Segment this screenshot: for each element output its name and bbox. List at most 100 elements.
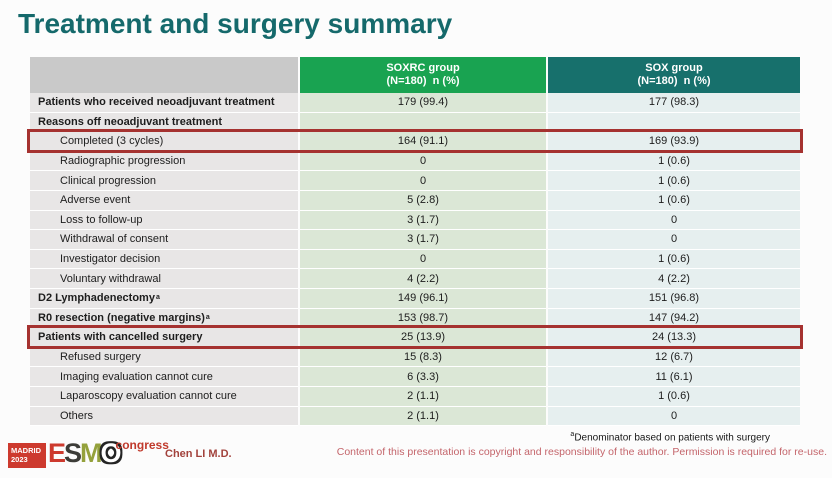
summary-table: SOXRC group (N=180) n (%) SOX group (N=1… [27, 57, 803, 427]
table-row: Loss to follow-up 3 (1.7) 0 [30, 210, 800, 231]
row-label-text: Adverse event [60, 194, 131, 207]
row-label-text: Loss to follow-up [60, 213, 143, 226]
esmo-wordmark: ESMO [48, 438, 122, 468]
row-label: Imaging evaluation cannot cure [30, 367, 298, 387]
row-label-text: Imaging evaluation cannot cure [60, 370, 213, 383]
row-label: Investigator decision [30, 249, 298, 270]
row-value-sox: 1 (0.6) [548, 249, 800, 270]
table-footnote: aDenominator based on patients with surg… [570, 431, 770, 443]
esmo-letter-o: O [100, 438, 122, 468]
row-value-sox: 4 (2.2) [548, 269, 800, 289]
table-row: Others 2 (1.1) 0 [30, 406, 800, 427]
row-label-text: Others [60, 409, 94, 422]
row-value-soxrc: 153 (98.7) [300, 308, 546, 329]
row-value-soxrc: 6 (3.3) [300, 367, 546, 387]
row-label-text: Laparoscopy evaluation cannot cure [60, 390, 237, 403]
row-value-soxrc: 3 (1.7) [300, 210, 546, 231]
copyright-notice: Content of this presentation is copyrigh… [336, 446, 827, 458]
row-value-sox: 151 (96.8) [548, 288, 800, 309]
header-soxrc-name: SOXRC group [386, 62, 460, 74]
row-value-soxrc: 149 (96.1) [300, 288, 546, 309]
row-label: Loss to follow-up [30, 210, 298, 231]
table-row: Withdrawal of consent 3 (1.7) 0 [30, 230, 800, 250]
row-label: Patients with cancelled surgery [30, 328, 298, 348]
row-label-text: Investigator decision [60, 253, 161, 266]
row-label-text: Reasons off neoadjuvant treatment [38, 115, 222, 128]
row-value-soxrc: 0 [300, 171, 546, 191]
table-row: Adverse event 5 (2.8) 1 (0.6) [30, 190, 800, 211]
row-label: Laparoscopy evaluation cannot cure [30, 386, 298, 407]
row-label-text: Clinical progression [60, 174, 156, 187]
table-row: Clinical progression 0 1 (0.6) [30, 171, 800, 191]
row-value-soxrc: 2 (1.1) [300, 386, 546, 407]
esmo-letter-m: M [80, 438, 102, 468]
row-value-sox: 24 (13.3) [548, 328, 800, 348]
row-label: Completed (3 cycles) [30, 132, 298, 152]
table-body: Patients who received neoadjuvant treatm… [27, 93, 803, 427]
row-value-sox: 0 [548, 210, 800, 231]
table-row: Patients who received neoadjuvant treatm… [30, 93, 800, 113]
row-value-soxrc: 15 (8.3) [300, 347, 546, 368]
table-row: Voluntary withdrawal 4 (2.2) 4 (2.2) [30, 269, 800, 289]
row-value-soxrc: 0 [300, 249, 546, 270]
row-value-sox: 11 (6.1) [548, 367, 800, 387]
row-value-soxrc: 179 (99.4) [300, 93, 546, 113]
footnote-text: Denominator based on patients with surge… [574, 432, 770, 444]
row-label-text: Completed (3 cycles) [60, 135, 164, 148]
row-label-text: R0 resection (negative margins) [38, 311, 205, 324]
header-cell-sox-group: SOX group (N=180) n (%) [548, 57, 800, 93]
row-label-text: Patients with cancelled surgery [38, 331, 203, 344]
row-value-soxrc: 164 (91.1) [300, 132, 546, 152]
congress-label: congress [115, 438, 169, 452]
table-row: Completed (3 cycles) 164 (91.1) 169 (93.9) [27, 129, 803, 153]
row-label-text: D2 Lymphadenectomy [38, 292, 155, 305]
row-label: Others [30, 406, 298, 427]
row-label: Adverse event [30, 190, 298, 211]
table-row: Radiographic progression 0 1 (0.6) [30, 151, 800, 172]
row-value-soxrc: 2 (1.1) [300, 406, 546, 427]
row-value-sox: 169 (93.9) [548, 132, 800, 152]
row-value-sox: 147 (94.2) [548, 308, 800, 329]
row-value-sox: 12 (6.7) [548, 347, 800, 368]
esmo-letter-s: S [64, 438, 82, 468]
row-label: Withdrawal of consent [30, 230, 298, 250]
row-value-sox: 0 [548, 230, 800, 250]
madrid-2023-badge: MADRID 2023 [8, 443, 46, 468]
row-value-sox: 0 [548, 406, 800, 427]
table-row: D2 Lymphadenectomy a 149 (96.1) 151 (96.8) [30, 288, 800, 309]
header-sox-sub: (N=180) n (%) [637, 75, 711, 87]
row-label: Reasons off neoadjuvant treatment [30, 112, 298, 133]
table-row: Reasons off neoadjuvant treatment [30, 112, 800, 133]
header-cell-soxrc-group: SOXRC group (N=180) n (%) [300, 57, 546, 93]
row-label-text: Radiographic progression [60, 155, 186, 168]
row-value-sox: 177 (98.3) [548, 93, 800, 113]
row-label-text: Withdrawal of consent [60, 233, 169, 246]
row-value-soxrc: 5 (2.8) [300, 190, 546, 211]
header-sox-name: SOX group [645, 62, 703, 74]
table-row: R0 resection (negative margins) a 153 (98.… [30, 308, 800, 329]
header-cell-empty [30, 57, 298, 93]
page-title: Treatment and surgery summary [18, 8, 453, 39]
table-header-row: SOXRC group (N=180) n (%) SOX group (N=1… [30, 57, 800, 93]
row-label: Radiographic progression [30, 151, 298, 172]
table-row: Patients with cancelled surgery 25 (13.9)… [27, 325, 803, 349]
esmo-logo: MADRID 2023 ESMO congress [8, 438, 173, 469]
row-value-sox [548, 112, 800, 133]
row-label-text: Voluntary withdrawal [60, 272, 161, 285]
row-label: Voluntary withdrawal [30, 269, 298, 289]
row-label: D2 Lymphadenectomy a [30, 288, 298, 309]
row-label: Clinical progression [30, 171, 298, 191]
table-row: Investigator decision 0 1 (0.6) [30, 249, 800, 270]
row-value-soxrc: 0 [300, 151, 546, 172]
row-label-text: Patients who received neoadjuvant treatm… [38, 96, 275, 109]
row-label: Patients who received neoadjuvant treatm… [30, 93, 298, 113]
row-label: R0 resection (negative margins) a [30, 308, 298, 329]
row-label: Refused surgery [30, 347, 298, 368]
row-value-sox: 1 (0.6) [548, 171, 800, 191]
table-row: Laparoscopy evaluation cannot cure 2 (1.1… [30, 386, 800, 407]
row-value-soxrc: 4 (2.2) [300, 269, 546, 289]
table-row: Refused surgery 15 (8.3) 12 (6.7) [30, 347, 800, 368]
footnote-superscript: a [570, 431, 575, 438]
row-value-soxrc: 25 (13.9) [300, 328, 546, 348]
logo-year: 2023 [11, 454, 28, 464]
